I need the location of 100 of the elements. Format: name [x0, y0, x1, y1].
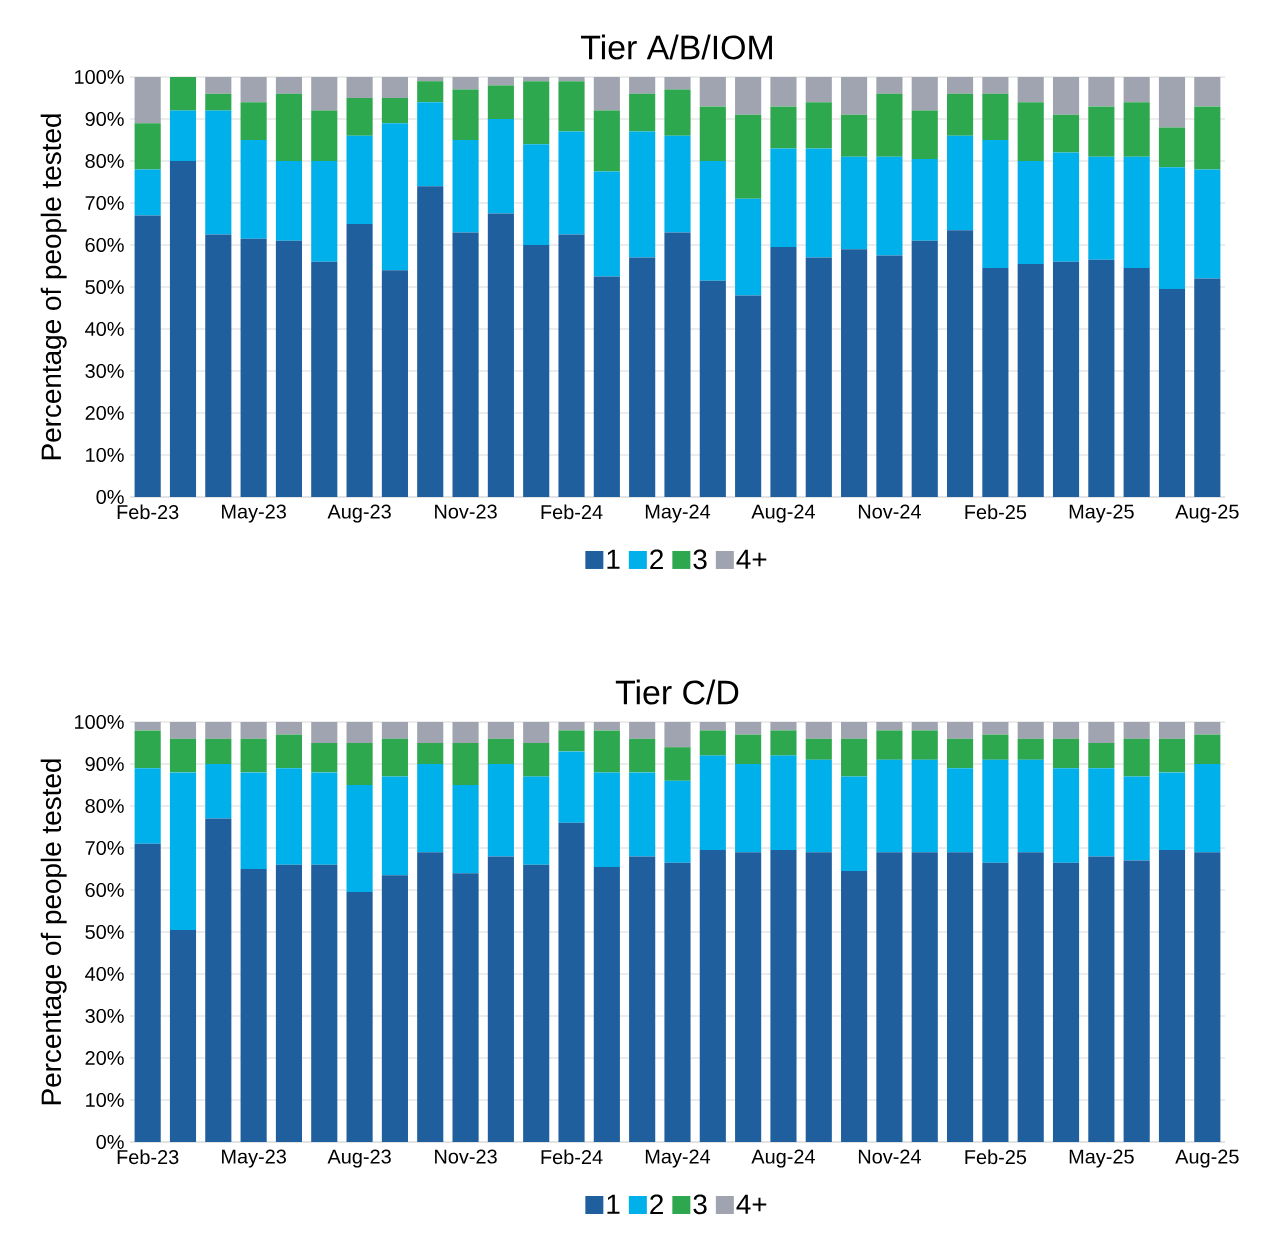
x-tick-label: Feb-25 [965, 504, 1027, 520]
bar [311, 160, 338, 262]
y-tick-label: 50% [85, 279, 124, 295]
bar [487, 118, 514, 214]
bar [1194, 278, 1221, 497]
bar [664, 76, 691, 90]
bar [1194, 169, 1221, 279]
bar [134, 76, 161, 124]
bar [876, 852, 903, 1142]
y-tick-label: 0% [96, 1134, 124, 1150]
y-tick-label: 20% [85, 405, 124, 421]
bar [381, 722, 408, 739]
bar [452, 785, 479, 874]
bar [1052, 738, 1080, 769]
bar [558, 822, 585, 1142]
bar [311, 743, 338, 773]
bar [1194, 76, 1221, 107]
bar [876, 76, 903, 94]
bar [487, 722, 514, 739]
bar [381, 776, 408, 876]
bar [205, 738, 232, 764]
bar [770, 850, 797, 1142]
bar [770, 755, 797, 851]
bar [311, 110, 338, 161]
bar [593, 110, 620, 172]
bar [169, 160, 197, 497]
bar [699, 280, 726, 497]
bar [417, 722, 444, 743]
bar [487, 856, 514, 1142]
bar [629, 131, 656, 258]
bar [805, 738, 832, 760]
bar [487, 76, 514, 86]
bar [134, 843, 161, 1142]
bar [629, 722, 656, 739]
bar [735, 114, 762, 199]
bar [911, 76, 938, 111]
legend-label: 1 [607, 549, 620, 569]
bar [134, 768, 161, 844]
x-tick-label: Aug-23 [327, 504, 391, 523]
bar [1194, 722, 1221, 735]
bar [1194, 106, 1221, 170]
bar [523, 81, 550, 145]
bar [1158, 772, 1186, 851]
bar [1052, 722, 1080, 739]
bar [240, 139, 267, 239]
y-tick-label: 50% [85, 924, 124, 940]
bar [452, 89, 479, 140]
bar [876, 156, 903, 256]
bar [205, 110, 232, 235]
bar [805, 102, 832, 149]
bar [1052, 152, 1080, 262]
bar [417, 102, 444, 187]
bar [381, 123, 408, 271]
bar [982, 734, 1009, 760]
x-tick-label: May-24 [645, 1149, 711, 1168]
bar [346, 722, 373, 743]
y-tick-label: 70% [85, 840, 124, 856]
bar [1088, 106, 1115, 157]
bar [911, 759, 938, 853]
bar [1017, 263, 1044, 497]
bar [381, 97, 408, 124]
bar [487, 85, 514, 119]
y-tick-label: 30% [85, 363, 124, 379]
bar [664, 862, 691, 1142]
bar [1052, 261, 1080, 497]
bar [735, 295, 762, 497]
x-tick-label: May-23 [222, 1149, 286, 1168]
bar [735, 198, 762, 296]
bar [1123, 738, 1150, 777]
bar [699, 76, 726, 107]
bar [735, 722, 762, 735]
y-tick-label: 30% [85, 1008, 124, 1024]
y-tick-label: 0% [96, 489, 124, 505]
bar [134, 722, 161, 731]
x-tick-label: Nov-24 [858, 504, 921, 519]
y-axis-title: Percentage of people tested [40, 114, 67, 460]
bar [664, 722, 691, 748]
bar [629, 856, 656, 1142]
legend-label: 1 [607, 1194, 620, 1214]
bar [205, 93, 232, 111]
bar [841, 738, 868, 777]
bar [664, 135, 691, 233]
bar [1194, 734, 1221, 764]
x-tick-label: Aug-23 [327, 1149, 391, 1168]
bar [205, 76, 232, 94]
bar [841, 156, 868, 250]
bar [911, 158, 938, 241]
y-tick-label: 20% [85, 1050, 124, 1066]
bar [841, 114, 868, 157]
bar [346, 135, 373, 224]
bar [1123, 776, 1150, 861]
bar [947, 852, 974, 1142]
bar [417, 81, 444, 103]
chart-title: Tier A/B/IOM [581, 34, 772, 60]
bar [1158, 289, 1186, 497]
x-tick-label: Feb-24 [541, 1149, 603, 1165]
bar [1017, 76, 1044, 103]
bar [1123, 722, 1150, 739]
bar [770, 730, 797, 756]
bar [947, 230, 974, 497]
